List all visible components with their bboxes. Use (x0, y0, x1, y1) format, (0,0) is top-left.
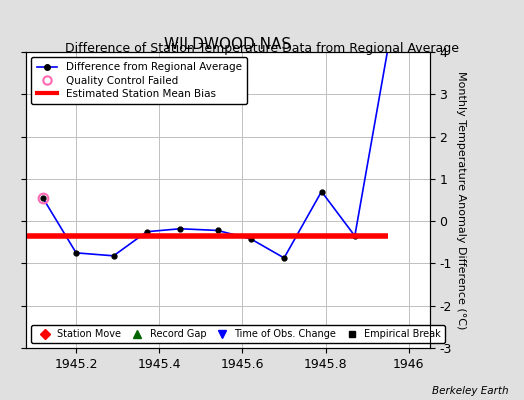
Title: WILDWOOD NAS: WILDWOOD NAS (165, 37, 291, 52)
Legend: Station Move, Record Gap, Time of Obs. Change, Empirical Break: Station Move, Record Gap, Time of Obs. C… (31, 325, 445, 343)
Text: Berkeley Earth: Berkeley Earth (432, 386, 508, 396)
Text: Difference of Station Temperature Data from Regional Average: Difference of Station Temperature Data f… (65, 42, 459, 55)
Y-axis label: Monthly Temperature Anomaly Difference (°C): Monthly Temperature Anomaly Difference (… (456, 71, 466, 329)
